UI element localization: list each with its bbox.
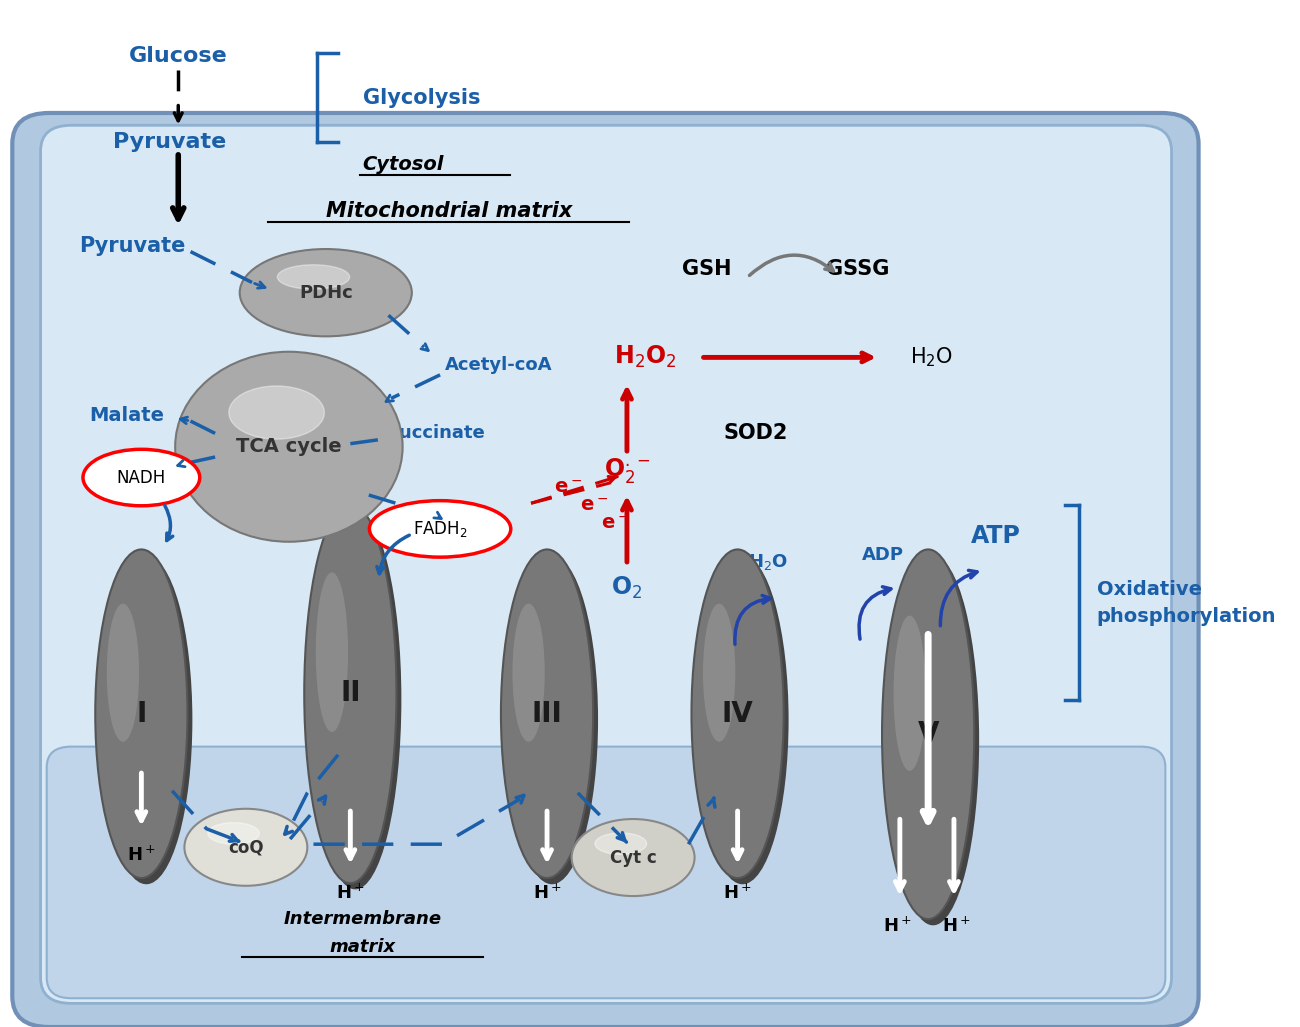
Text: matrix: matrix bbox=[330, 938, 395, 956]
Ellipse shape bbox=[100, 556, 192, 884]
Text: Malate: Malate bbox=[90, 407, 165, 425]
Text: Glycolysis: Glycolysis bbox=[363, 87, 480, 108]
Text: FADH$_2$: FADH$_2$ bbox=[413, 519, 468, 539]
Ellipse shape bbox=[107, 604, 139, 741]
Ellipse shape bbox=[500, 549, 593, 878]
Ellipse shape bbox=[185, 809, 307, 885]
Text: H$^+$: H$^+$ bbox=[883, 917, 911, 936]
Text: ADP: ADP bbox=[862, 545, 904, 564]
Text: Cyt c: Cyt c bbox=[610, 848, 656, 867]
Text: Oxidative
phosphorylation: Oxidative phosphorylation bbox=[1096, 580, 1277, 625]
Ellipse shape bbox=[572, 820, 694, 896]
Text: H$^+$: H$^+$ bbox=[533, 884, 562, 903]
Text: IV: IV bbox=[722, 699, 754, 728]
Ellipse shape bbox=[208, 823, 260, 844]
Text: e$^-$: e$^-$ bbox=[601, 515, 629, 533]
Ellipse shape bbox=[595, 833, 646, 854]
Ellipse shape bbox=[887, 556, 979, 925]
Ellipse shape bbox=[703, 604, 736, 741]
Text: O$_2$: O$_2$ bbox=[611, 574, 642, 601]
Ellipse shape bbox=[176, 351, 403, 542]
Text: V: V bbox=[918, 720, 939, 749]
Ellipse shape bbox=[893, 615, 926, 771]
Text: H$^+$: H$^+$ bbox=[335, 884, 365, 903]
Text: H$^+$: H$^+$ bbox=[723, 884, 753, 903]
Text: H$_2$O: H$_2$O bbox=[749, 551, 788, 572]
Text: O$_2^{.-}$: O$_2^{.-}$ bbox=[604, 456, 650, 485]
Text: Glucose: Glucose bbox=[129, 46, 228, 67]
Text: H$_2$O$_2$: H$_2$O$_2$ bbox=[614, 344, 676, 371]
Text: SOD2: SOD2 bbox=[724, 423, 788, 444]
Ellipse shape bbox=[229, 386, 325, 440]
Text: Succinate: Succinate bbox=[387, 424, 486, 443]
Text: GSH: GSH bbox=[682, 259, 732, 279]
Ellipse shape bbox=[277, 265, 350, 290]
Text: H$^+$: H$^+$ bbox=[127, 846, 156, 865]
Ellipse shape bbox=[697, 556, 789, 884]
Text: e$^-$: e$^-$ bbox=[554, 479, 582, 497]
Ellipse shape bbox=[692, 549, 784, 878]
FancyBboxPatch shape bbox=[12, 113, 1199, 1027]
Text: Intermembrane: Intermembrane bbox=[283, 910, 442, 928]
Text: Pyruvate: Pyruvate bbox=[113, 131, 226, 152]
Text: TCA cycle: TCA cycle bbox=[237, 438, 342, 456]
Text: coQ: coQ bbox=[227, 838, 264, 857]
Text: GSSG: GSSG bbox=[827, 259, 889, 279]
Text: Cytosol: Cytosol bbox=[363, 155, 445, 174]
FancyBboxPatch shape bbox=[40, 125, 1171, 1003]
Text: H$^+$: H$^+$ bbox=[942, 917, 971, 936]
Ellipse shape bbox=[309, 509, 402, 889]
Ellipse shape bbox=[512, 604, 545, 741]
Text: III: III bbox=[532, 699, 563, 728]
Ellipse shape bbox=[506, 556, 598, 884]
Text: ATP: ATP bbox=[971, 524, 1021, 548]
Text: Pyruvate: Pyruvate bbox=[79, 236, 186, 257]
Text: Acetyl-coA: Acetyl-coA bbox=[445, 355, 552, 374]
FancyBboxPatch shape bbox=[47, 747, 1165, 998]
Ellipse shape bbox=[304, 503, 396, 883]
Ellipse shape bbox=[316, 572, 348, 732]
Ellipse shape bbox=[239, 249, 412, 337]
Text: Mitochondrial matrix: Mitochondrial matrix bbox=[325, 200, 572, 221]
Ellipse shape bbox=[369, 501, 511, 557]
Ellipse shape bbox=[95, 549, 187, 878]
Text: I: I bbox=[136, 699, 147, 728]
Text: NADH: NADH bbox=[117, 468, 166, 487]
Text: PDHc: PDHc bbox=[299, 283, 352, 302]
Ellipse shape bbox=[83, 450, 200, 505]
Text: II: II bbox=[341, 679, 360, 708]
Ellipse shape bbox=[881, 549, 974, 919]
Text: e$^-$: e$^-$ bbox=[580, 496, 608, 515]
Text: H$_2$O: H$_2$O bbox=[910, 346, 953, 369]
